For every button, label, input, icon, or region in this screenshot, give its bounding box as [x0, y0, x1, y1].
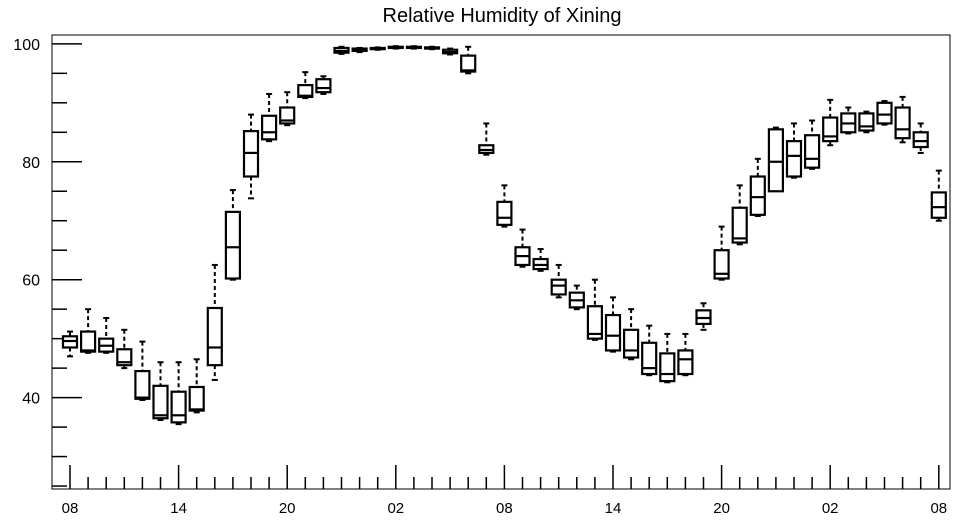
box-iqr: [79, 330, 97, 353]
box-iqr: [659, 352, 676, 383]
box-iqr: [297, 84, 314, 99]
box-33: [659, 332, 676, 384]
plot-frame: [51, 34, 951, 490]
box-iqr: [170, 390, 187, 424]
box-iqr: [912, 131, 929, 149]
box-iqr: [460, 54, 477, 73]
box-48: [930, 169, 947, 222]
box-iqr: [876, 101, 893, 125]
box-0: [61, 330, 79, 358]
box-36: [713, 225, 730, 281]
box-11: [261, 92, 278, 143]
box-iqr: [152, 384, 169, 420]
box-iqr: [677, 349, 694, 376]
box-1: [79, 308, 97, 354]
box-iqr: [803, 134, 821, 169]
box-3: [116, 328, 133, 370]
box-41: [803, 119, 821, 170]
box-iqr: [496, 200, 513, 226]
box-27: [550, 263, 567, 299]
box-14: [315, 75, 332, 95]
box-28: [568, 284, 585, 311]
box-4: [134, 340, 151, 401]
box-iqr: [930, 191, 947, 219]
box-iqr: [785, 140, 803, 178]
box-31: [622, 308, 640, 361]
chart-title: Relative Humidity of Xining: [382, 5, 622, 27]
box-iqr: [586, 305, 604, 340]
box-24: [496, 184, 513, 228]
box-22: [460, 45, 477, 75]
box-21: [442, 47, 459, 56]
box-6: [170, 361, 187, 426]
box-iqr: [261, 114, 278, 141]
box-30: [604, 296, 622, 353]
box-39: [767, 126, 785, 193]
box-43: [840, 106, 857, 135]
box-29: [586, 278, 604, 341]
box-45: [876, 100, 893, 126]
box-iqr: [550, 278, 567, 296]
box-37: [731, 184, 748, 246]
box-iqr: [894, 106, 911, 140]
box-47: [912, 122, 929, 154]
box-13: [297, 71, 314, 100]
box-40: [785, 122, 803, 179]
box-44: [858, 110, 875, 134]
plot-axes: [51, 34, 951, 490]
x-tick-label: 02: [387, 500, 404, 517]
box-15: [333, 45, 350, 55]
box-35: [695, 302, 712, 331]
box-iqr: [188, 385, 205, 412]
box-7: [188, 358, 205, 414]
box-18: [387, 45, 404, 50]
box-34: [677, 332, 694, 377]
box-10: [242, 113, 260, 200]
box-series: [61, 45, 947, 426]
box-32: [641, 324, 658, 377]
box-iqr: [749, 175, 766, 216]
box-26: [532, 248, 549, 272]
x-tick-label: 08: [930, 500, 947, 517]
x-tick-label: 08: [62, 500, 79, 517]
tick-labels: 40 60 80 100 08 14 20 02 08 14 20 02 08: [13, 37, 947, 517]
box-23: [478, 122, 495, 156]
y-tick-label: 80: [22, 155, 40, 172]
box-2: [98, 317, 115, 354]
x-tick-label: 20: [279, 500, 296, 517]
box-iqr: [315, 78, 332, 94]
x-tick-label: 14: [170, 500, 187, 517]
y-tick-label: 100: [13, 37, 40, 54]
box-iqr: [731, 206, 748, 244]
box-8: [206, 263, 223, 381]
x-tick-label: 02: [822, 500, 839, 517]
box-iqr: [767, 128, 785, 193]
x-tick-label: 14: [605, 500, 622, 517]
box-iqr: [134, 369, 151, 400]
y-tick-label: 40: [22, 391, 40, 408]
box-42: [822, 98, 839, 147]
box-iqr: [858, 112, 875, 132]
box-iqr: [822, 116, 839, 143]
box-17: [369, 46, 386, 51]
y-tick-label: 60: [22, 273, 40, 290]
x-tick-label: 08: [496, 500, 513, 517]
box-iqr: [641, 341, 658, 376]
box-46: [894, 95, 911, 144]
box-20: [423, 45, 441, 51]
box-5: [152, 361, 169, 422]
box-9: [224, 189, 241, 281]
box-38: [749, 157, 766, 218]
box-12: [279, 91, 296, 127]
box-iqr: [622, 328, 640, 359]
box-iqr: [224, 210, 241, 280]
box-iqr: [713, 249, 730, 280]
box-iqr: [206, 306, 223, 367]
box-16: [351, 46, 368, 54]
x-tick-label: 20: [713, 500, 730, 517]
box-iqr: [604, 313, 622, 352]
box-25: [514, 228, 531, 268]
box-19: [405, 45, 422, 50]
